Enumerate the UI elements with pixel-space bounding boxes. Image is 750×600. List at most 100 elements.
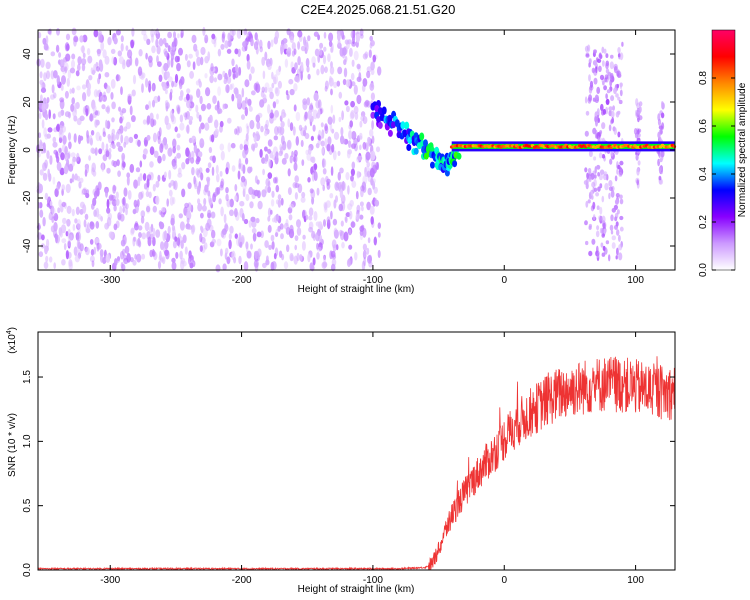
noise-speckle xyxy=(275,99,279,105)
noise-speckle xyxy=(323,219,326,227)
noise-speckle xyxy=(141,253,146,260)
y-tick-label: 0.5 xyxy=(22,498,33,512)
noise-speckle xyxy=(313,171,318,182)
noise-speckle xyxy=(368,254,373,263)
noise-speckle xyxy=(239,200,245,207)
noise-speckle xyxy=(220,178,225,188)
noise-speckle xyxy=(61,75,66,85)
noise-speckle xyxy=(324,85,328,92)
noise-speckle xyxy=(53,262,56,269)
noise-speckle xyxy=(253,135,257,143)
noise-speckle xyxy=(225,167,229,175)
noise-speckle xyxy=(242,41,247,48)
noise-speckle xyxy=(329,66,335,75)
noise-speckle xyxy=(48,109,51,119)
noise-speckle xyxy=(339,188,344,199)
noise-speckle xyxy=(65,250,69,260)
noise-speckle xyxy=(164,143,169,150)
noise-speckle xyxy=(340,220,344,227)
noise-speckle xyxy=(207,162,212,169)
burst-speckle xyxy=(660,128,663,135)
noise-speckle xyxy=(234,195,238,202)
noise-speckle xyxy=(94,237,100,244)
burst-speckle xyxy=(602,222,606,230)
noise-speckle xyxy=(100,216,103,222)
burst-speckle xyxy=(614,175,618,182)
noise-speckle xyxy=(180,76,185,86)
noise-speckle xyxy=(38,112,42,120)
noise-speckle xyxy=(210,211,216,219)
noise-speckle xyxy=(360,188,364,198)
noise-speckle xyxy=(166,198,169,207)
noise-speckle xyxy=(43,127,47,137)
noise-speckle xyxy=(66,205,72,214)
noise-speckle xyxy=(168,189,173,197)
noise-speckle xyxy=(216,173,220,183)
noise-speckle xyxy=(118,56,124,65)
burst-speckle xyxy=(588,94,593,102)
noise-speckle xyxy=(125,203,129,210)
noise-speckle xyxy=(188,53,193,59)
noise-speckle xyxy=(333,229,339,239)
noise-speckle xyxy=(213,77,217,83)
noise-speckle xyxy=(102,154,108,162)
noise-speckle xyxy=(65,183,71,194)
noise-speckle xyxy=(238,158,242,168)
noise-speckle xyxy=(250,38,254,47)
noise-speckle xyxy=(53,70,58,79)
burst-speckle xyxy=(601,195,605,203)
noise-speckle xyxy=(108,194,114,201)
noise-speckle xyxy=(370,68,375,76)
noise-speckle xyxy=(208,146,213,154)
noise-speckle xyxy=(267,139,273,147)
noise-speckle xyxy=(264,82,270,90)
noise-speckle xyxy=(57,111,62,118)
noise-speckle xyxy=(84,169,88,177)
noise-speckle xyxy=(238,255,242,265)
carrier-speckle xyxy=(672,145,677,149)
burst-speckle xyxy=(585,240,589,246)
noise-speckle xyxy=(91,69,96,76)
noise-speckle xyxy=(177,172,183,178)
noise-speckle xyxy=(105,150,110,158)
noise-speckle xyxy=(323,31,327,39)
noise-speckle xyxy=(226,76,232,84)
noise-speckle xyxy=(269,91,274,100)
burst-speckle xyxy=(637,160,641,166)
noise-speckle xyxy=(353,105,359,115)
noise-speckle xyxy=(350,168,355,177)
noise-speckle xyxy=(240,163,244,172)
noise-speckle xyxy=(210,134,215,143)
track-speckle xyxy=(381,106,387,115)
noise-speckle xyxy=(288,214,293,221)
burst-speckle xyxy=(638,101,643,107)
noise-speckle xyxy=(291,42,296,51)
burst-speckle xyxy=(584,130,589,137)
noise-speckle xyxy=(337,150,341,156)
burst-speckle xyxy=(587,199,591,204)
noise-speckle xyxy=(52,176,56,185)
noise-speckle xyxy=(259,39,263,49)
x-tick-label: 100 xyxy=(627,275,644,286)
noise-speckle xyxy=(58,147,62,153)
noise-speckle xyxy=(67,132,72,141)
noise-speckle xyxy=(220,206,224,217)
noise-speckle xyxy=(330,210,333,220)
noise-speckle xyxy=(186,210,192,220)
noise-speckle xyxy=(96,242,100,252)
noise-speckle xyxy=(243,218,249,225)
noise-speckle xyxy=(170,217,175,226)
noise-speckle xyxy=(81,63,86,72)
noise-speckle xyxy=(64,146,68,155)
noise-speckle xyxy=(293,104,297,112)
noise-speckle xyxy=(201,205,207,212)
burst-speckle xyxy=(637,129,640,135)
noise-speckle xyxy=(96,242,102,250)
noise-speckle xyxy=(76,219,81,229)
noise-speckle xyxy=(309,262,314,271)
noise-speckle xyxy=(271,217,276,223)
noise-speckle xyxy=(351,161,356,170)
noise-speckle xyxy=(347,185,350,195)
track-speckle xyxy=(404,121,410,130)
noise-speckle xyxy=(174,126,178,133)
